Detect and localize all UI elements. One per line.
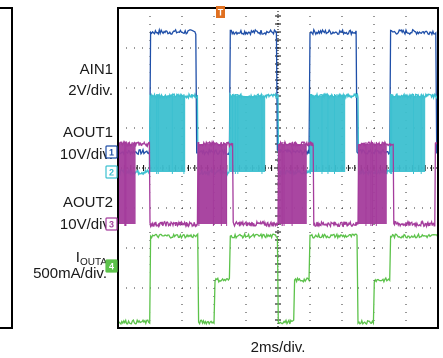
channel-2-scale: 10V/div. xyxy=(60,146,113,163)
channel-4-name-sub: OUTA xyxy=(80,257,107,268)
iouta-trace xyxy=(117,232,439,326)
left-panel-frame xyxy=(0,7,13,329)
aout2-trace xyxy=(117,139,439,229)
channel-4-marker: 4 xyxy=(105,259,118,273)
aout2-burst-1 xyxy=(198,144,227,224)
aout2-burst-0 xyxy=(118,144,136,224)
aout1-trace xyxy=(117,91,439,177)
channel-markers: 1 2 3 4 T xyxy=(105,6,225,273)
channel-3-scale: 10V/div. xyxy=(60,216,113,233)
channel-labels: AIN12V/div.AOUT110V/div.AOUT210V/div.IOU… xyxy=(33,61,113,282)
trigger-marker-box xyxy=(216,6,225,18)
channel-3-marker: 3 xyxy=(105,217,118,231)
trigger-marker-label: T xyxy=(218,8,224,18)
traces xyxy=(117,27,439,326)
channel-3-marker-box xyxy=(105,217,118,231)
channel-1-marker-box xyxy=(105,145,118,159)
channel-4-marker-box xyxy=(105,259,118,273)
time-scale-label: 2ms/div. xyxy=(251,339,306,356)
channel-2-marker-label: 2 xyxy=(109,168,114,178)
channel-1-name: AIN1 xyxy=(80,61,113,78)
channel-2-marker: 2 xyxy=(105,165,118,179)
channel-4-marker-label: 4 xyxy=(109,262,114,272)
channel-3-name: AOUT2 xyxy=(63,194,113,211)
channel-4-scale: 500mA/div. xyxy=(33,265,107,282)
aout1-burst-3 xyxy=(390,96,426,172)
channel-3-marker-label: 3 xyxy=(109,220,114,230)
plot-frame xyxy=(117,7,439,329)
channel-1-scale: 2V/div. xyxy=(68,82,113,99)
channel-1-marker: 1 xyxy=(105,145,118,159)
aout1-burst-0 xyxy=(150,96,186,172)
channel-2-marker-box xyxy=(105,165,118,179)
channel-2-name: AOUT1 xyxy=(63,124,113,141)
trigger-marker: T xyxy=(216,6,225,18)
channel-1-marker-label: 1 xyxy=(109,148,114,158)
